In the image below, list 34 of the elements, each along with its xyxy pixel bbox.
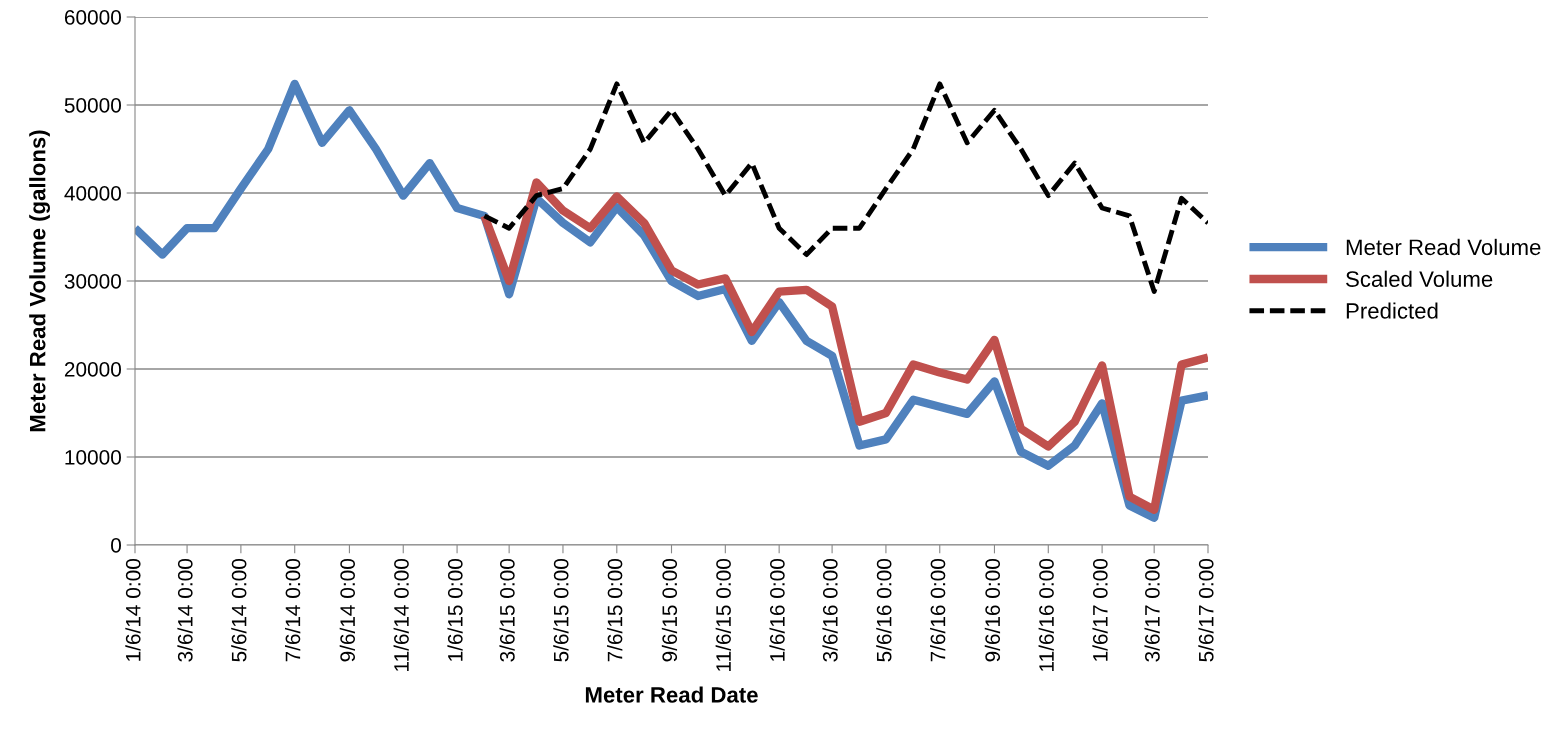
legend-label: Meter Read Volume [1346, 238, 1541, 256]
y-tick-label: 10000 [65, 450, 121, 465]
x-tick-label: 9/6/15 0:00 [661, 559, 678, 662]
x-tick-label: 3/6/16 0:00 [822, 559, 838, 662]
x-tick-label: 9/6/16 0:00 [984, 559, 1001, 662]
x-tick-label: 7/6/15 0:00 [607, 559, 623, 662]
y-tick-label: 50000 [64, 98, 121, 113]
y-tick-label: 0 [111, 538, 121, 553]
legend-label: Scaled Volume [1346, 270, 1493, 287]
y-tick-label: 60000 [64, 10, 121, 25]
x-tick-label: 11/6/16 0:00 [1038, 559, 1054, 671]
x-tick-label: 1/6/14 0:00 [125, 559, 141, 661]
x-tick-label: 11/6/15 0:00 [715, 559, 731, 671]
legend-label: Predicted [1346, 302, 1438, 319]
y-axis-title: Meter Read Volume (gallons) [29, 130, 50, 432]
x-tick-label: 9/6/14 0:00 [339, 559, 356, 662]
x-tick-label: 3/6/15 0:00 [499, 559, 515, 662]
x-tick-label: 7/6/16 0:00 [930, 559, 946, 662]
x-tick-label: 5/6/16 0:00 [876, 559, 892, 662]
x-tick-label: 1/6/15 0:00 [447, 559, 463, 661]
x-tick-label: 1/6/16 0:00 [769, 559, 785, 661]
x-tick-label: 5/6/14 0:00 [231, 559, 247, 662]
y-tick-label: 40000 [64, 186, 121, 201]
y-tick-label: 30000 [64, 274, 121, 289]
x-tick-label: 1/6/17 0:00 [1092, 559, 1108, 661]
x-tick-label: 11/6/14 0:00 [393, 559, 409, 671]
x-tick-label: 5/6/17 0:00 [1198, 559, 1214, 662]
line-series [482, 81, 1208, 294]
x-tick-label: 3/6/17 0:00 [1144, 559, 1160, 662]
y-tick-label: 20000 [64, 362, 121, 377]
x-tick-label: 7/6/14 0:00 [285, 559, 301, 662]
x-tick-label: 5/6/15 0:00 [553, 559, 569, 662]
x-tick-label: 3/6/14 0:00 [177, 559, 193, 662]
x-axis-title: Meter Read Date [585, 686, 758, 703]
